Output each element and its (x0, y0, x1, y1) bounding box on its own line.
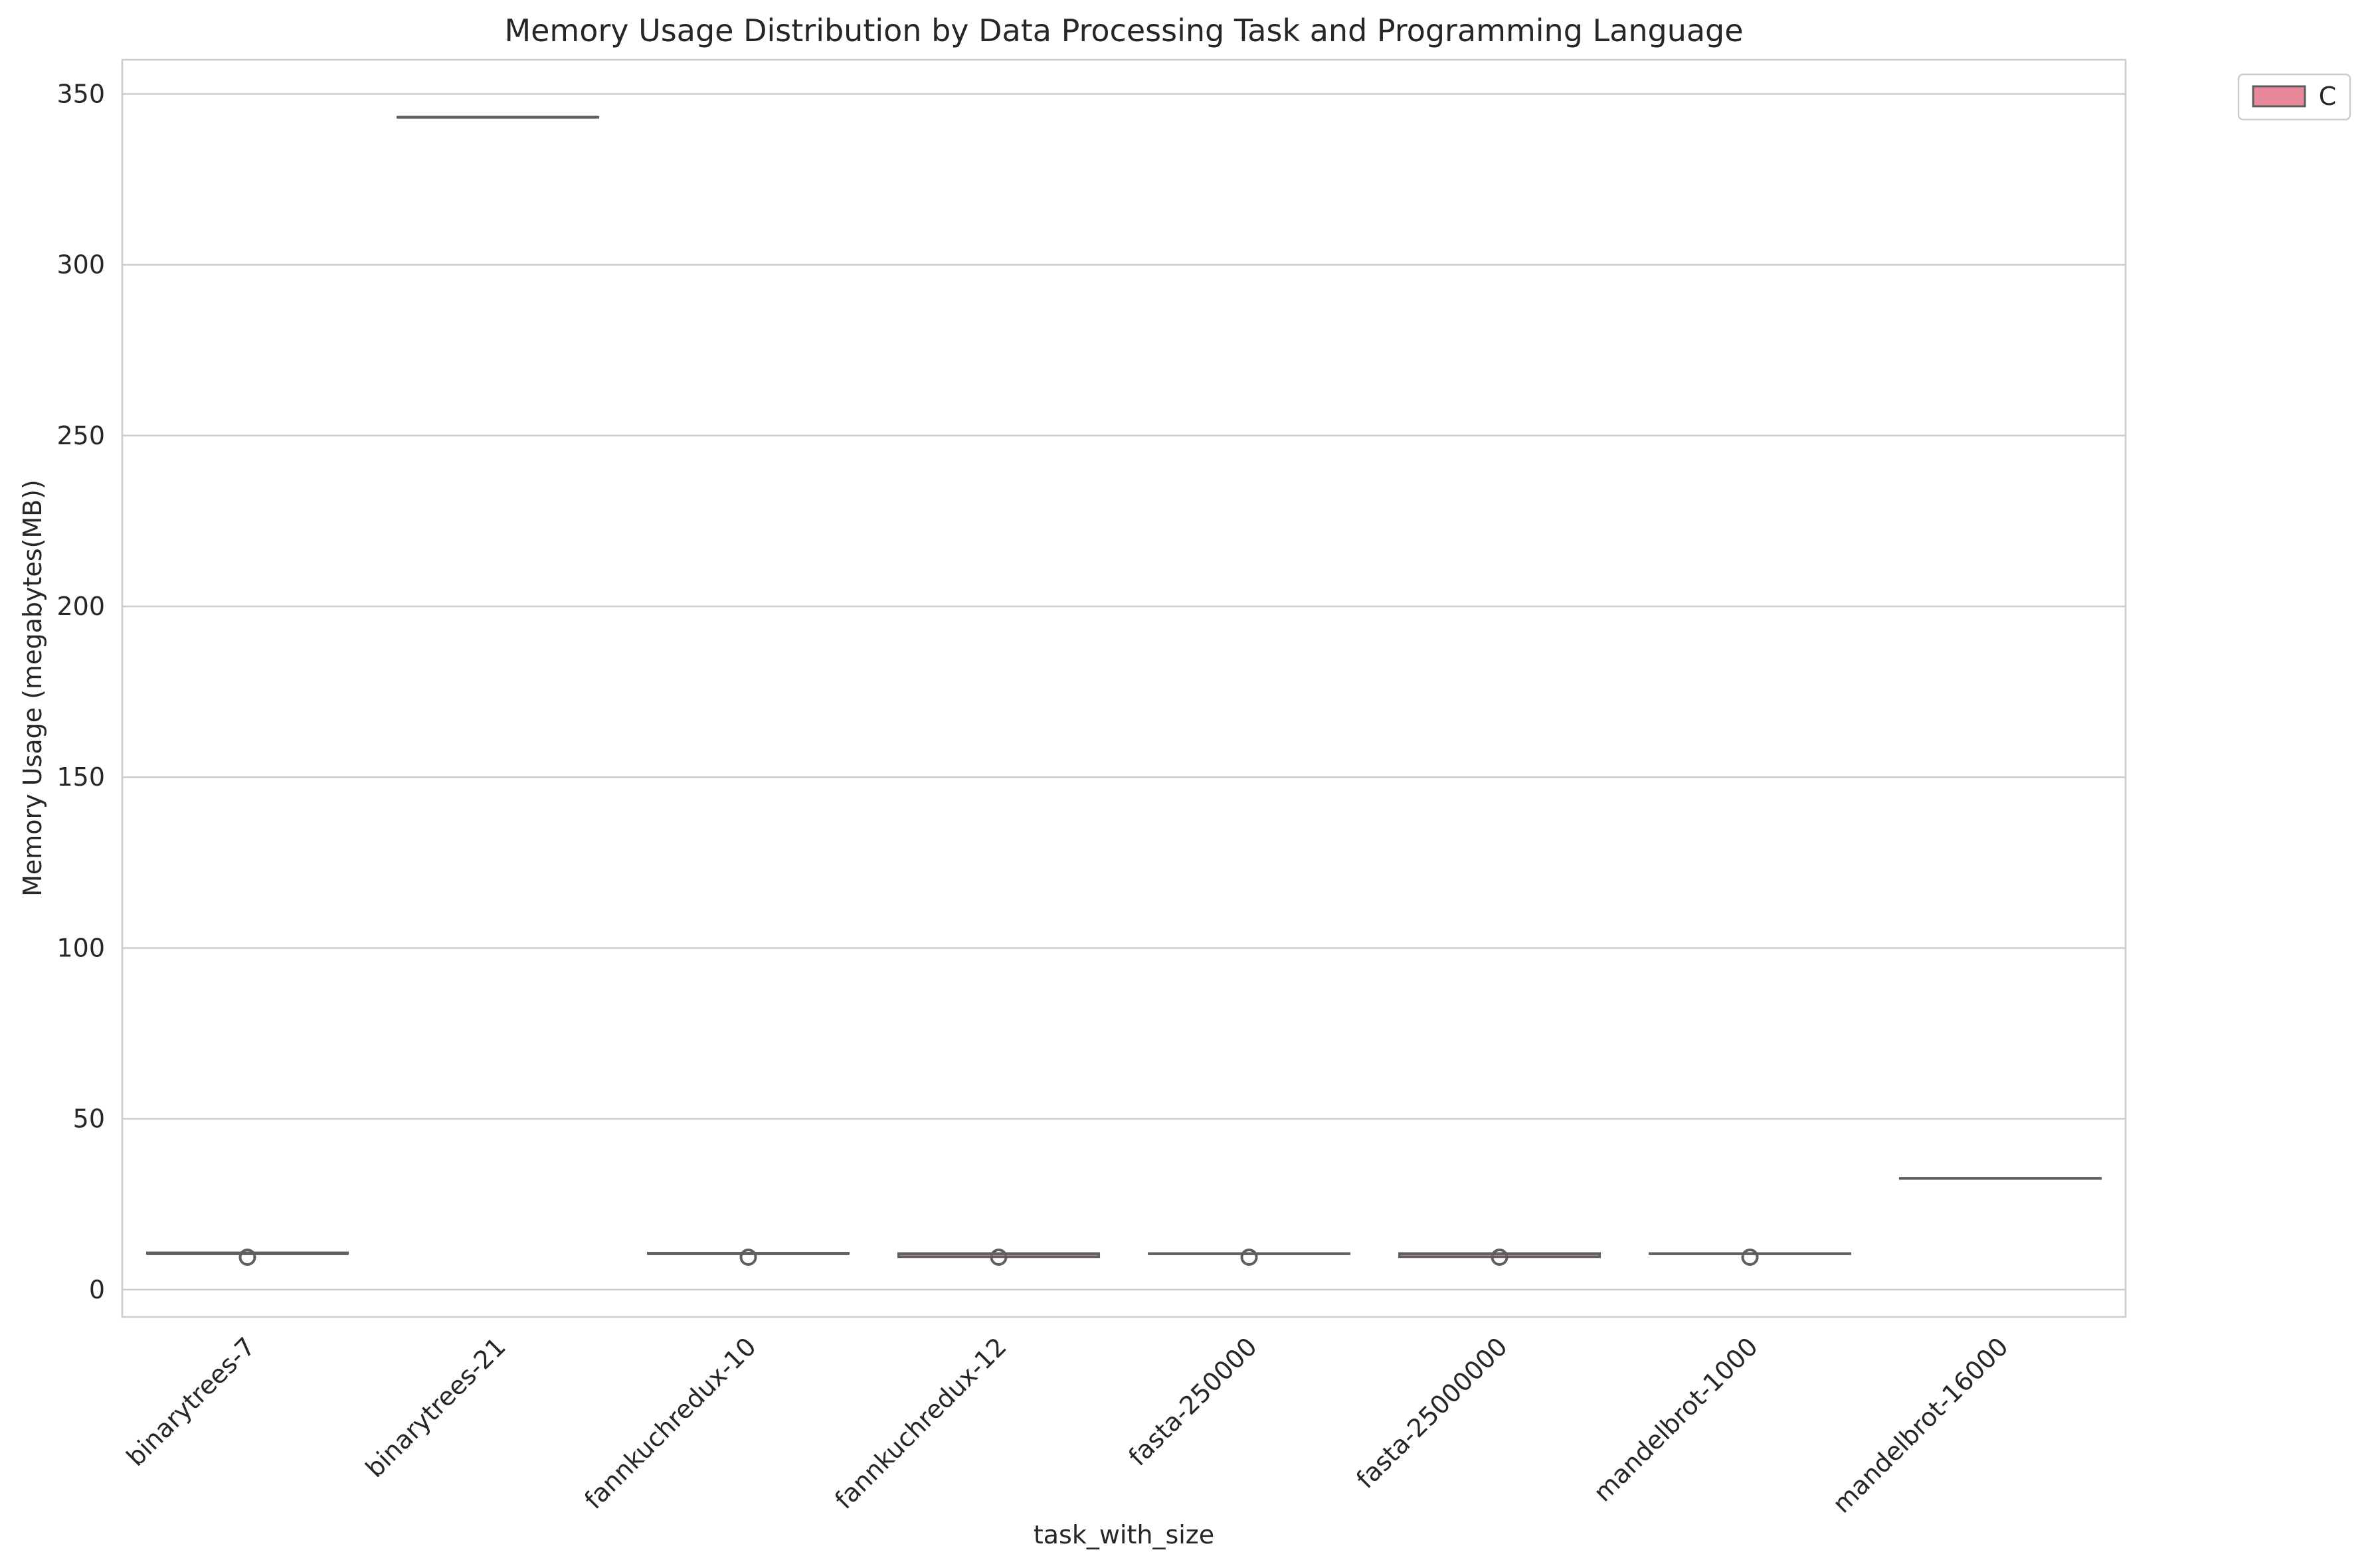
y-tick-label-100: 100 (56, 933, 105, 962)
legend-swatch-c (2252, 85, 2306, 108)
box-mandelbrot-16000 (1898, 1177, 2102, 1180)
outlier-point (739, 1248, 757, 1266)
outlier-point (1741, 1248, 1759, 1266)
y-tick-label-250: 250 (56, 421, 105, 450)
y-tick-labels: 0 50 100 150 200 250 300 350 (56, 79, 105, 1304)
legend: C (2237, 73, 2351, 121)
outlier-point (1240, 1248, 1258, 1266)
box-binarytrees-21 (396, 116, 600, 119)
y-tick-label-300: 300 (56, 250, 105, 280)
plot-frame (121, 58, 2127, 1318)
box-fasta-250000 (1147, 1248, 1351, 1266)
y-tick-label-150: 150 (56, 762, 105, 792)
box-fannkuchredux-12 (897, 1248, 1101, 1266)
y-tick-label-0: 0 (89, 1275, 105, 1304)
outlier-point (1491, 1248, 1508, 1266)
chart-title: Memory Usage Distribution by Data Proces… (504, 13, 1743, 48)
box-mandelbrot-1000 (1648, 1248, 1852, 1266)
y-tick-label-50: 50 (73, 1104, 105, 1134)
x-axis-label: task_with_size (1034, 1520, 1214, 1549)
outlier-point (990, 1248, 1008, 1266)
outlier-point (238, 1248, 256, 1266)
grid-lines (122, 93, 2126, 1291)
box-fasta-25000000 (1398, 1248, 1601, 1266)
y-axis-label: Memory Usage (megabytes(MB)) (18, 479, 47, 897)
y-tick-label-200: 200 (56, 592, 105, 621)
legend-label-c: C (2319, 82, 2337, 111)
y-tick-label-350: 350 (56, 79, 105, 108)
box-plots (145, 116, 2102, 1266)
box-binarytrees-7 (145, 1248, 349, 1266)
box-fannkuchredux-10 (646, 1248, 850, 1266)
